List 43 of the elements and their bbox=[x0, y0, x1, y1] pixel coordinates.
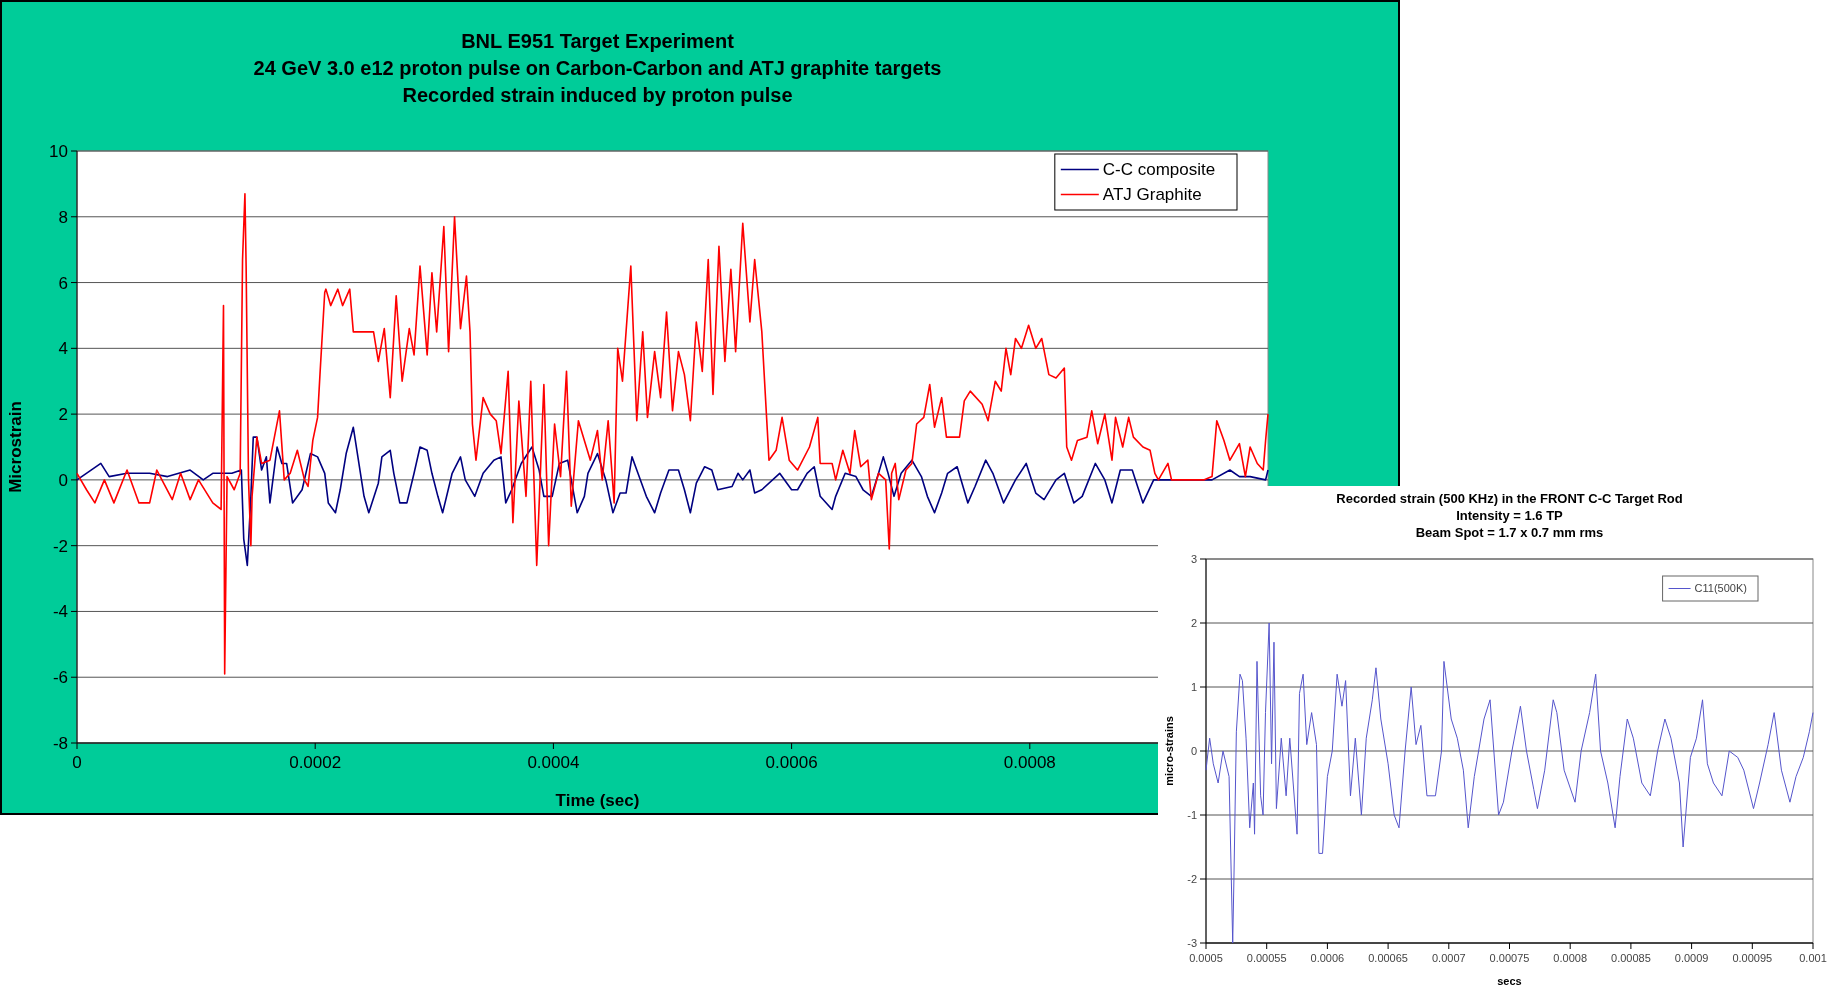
legend-label: ATJ Graphite bbox=[1102, 185, 1202, 205]
y-axis-title: Microstrain bbox=[6, 401, 25, 493]
x-tick-label: 0.00085 bbox=[1611, 952, 1651, 964]
x-tick-label: 0.0005 bbox=[1189, 952, 1223, 964]
y-tick-label: 8 bbox=[58, 207, 68, 227]
y-tick-label: 2 bbox=[58, 405, 68, 425]
legend-label: C-C composite bbox=[1102, 160, 1216, 180]
x-axis-title: Time (sec) bbox=[555, 791, 640, 810]
y-tick-label: -2 bbox=[52, 536, 68, 556]
y-tick-label: -2 bbox=[1187, 872, 1197, 885]
y-tick-label: 2 bbox=[1190, 616, 1197, 629]
y-tick-label: -6 bbox=[52, 668, 68, 688]
y-tick-label: -4 bbox=[52, 602, 68, 622]
x-tick-label: 0.00065 bbox=[1368, 952, 1408, 964]
y-tick-label: 10 bbox=[49, 141, 68, 161]
y-tick-label: 0 bbox=[58, 470, 68, 490]
chart-title: Recorded strain (500 KHz) in the FRONT C-C Target Rod Intensity = 1.6 TP Beam Spot = 1.7 x 0.7 mm rms bbox=[1336, 491, 1683, 540]
x-axis-title: secs bbox=[1497, 975, 1522, 987]
x-tick-label: 0.00075 bbox=[1489, 952, 1530, 964]
y-tick-label: 3 bbox=[1190, 552, 1197, 565]
x-tick-label: 0.00055 bbox=[1246, 952, 1287, 964]
x-tick-label: 0.0006 bbox=[765, 753, 818, 772]
x-tick-label: 0.0004 bbox=[527, 753, 580, 772]
y-tick-label: -3 bbox=[1187, 936, 1197, 949]
x-tick-label: 0.0002 bbox=[289, 753, 342, 772]
x-tick-label: 0.0006 bbox=[1310, 952, 1345, 964]
x-tick-label: 0.0008 bbox=[1553, 952, 1588, 964]
x-tick-label: 0.0007 bbox=[1431, 952, 1466, 964]
x-tick-label: 0 bbox=[72, 753, 82, 772]
chart-title: BNL E951 Target Experiment 24 GeV 3.0 e12 proton pulse on Carbon-Carbon and ATJ graphite targets Recorded strain induced by proton pulse bbox=[253, 30, 942, 106]
y-tick-label: 0 bbox=[1190, 744, 1197, 757]
x-tick-label: 0.0009 bbox=[1674, 952, 1709, 964]
y-tick-label: 4 bbox=[58, 339, 68, 359]
line-series bbox=[76, 426, 1269, 567]
y-axis-title: micro-strains bbox=[1163, 716, 1175, 786]
y-tick-label: 1 bbox=[1190, 680, 1197, 693]
x-tick-label: 0.0008 bbox=[1003, 753, 1056, 772]
x-tick-label: 0.00095 bbox=[1732, 952, 1773, 964]
legend-label: C11(500K) bbox=[1694, 582, 1747, 595]
x-tick-label: 0.001 bbox=[1799, 952, 1827, 964]
y-tick-label: 6 bbox=[58, 273, 68, 293]
y-tick-label: -1 bbox=[1187, 808, 1197, 821]
y-tick-label: -8 bbox=[52, 733, 68, 753]
